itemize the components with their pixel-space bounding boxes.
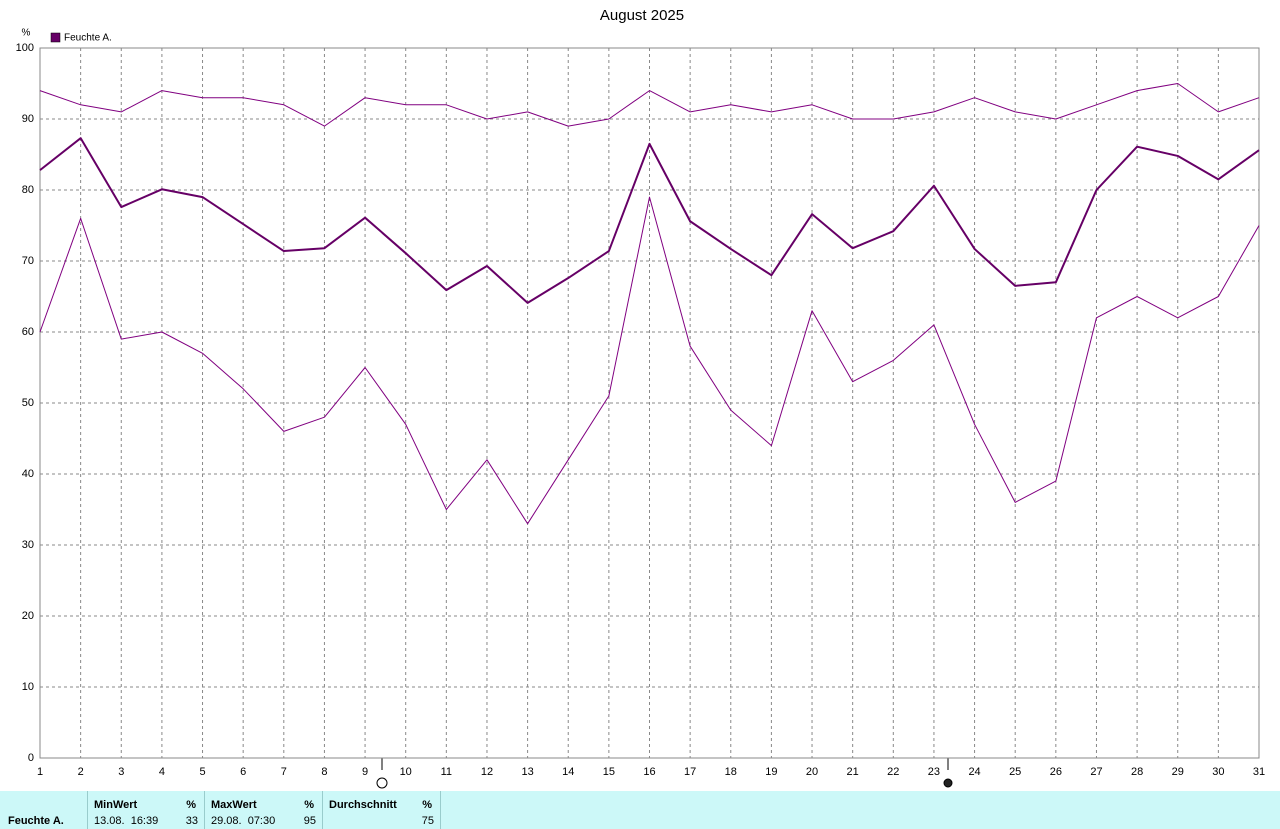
data-line bbox=[39, 83, 1260, 127]
x-tick-label: 31 bbox=[1253, 766, 1265, 778]
x-tick-label: 7 bbox=[281, 766, 287, 778]
x-tick-label: 13 bbox=[521, 766, 533, 778]
legend-swatch bbox=[50, 32, 61, 43]
col-value: 75 bbox=[421, 815, 434, 827]
x-tick-label: 23 bbox=[928, 766, 940, 778]
y-tick-label: 40 bbox=[22, 468, 34, 480]
y-tick-label: 90 bbox=[22, 113, 34, 125]
avg-cell: Durchschnitt % 75 bbox=[323, 791, 441, 829]
x-tick-label: 5 bbox=[199, 766, 205, 778]
x-tick-label: 12 bbox=[481, 766, 493, 778]
y-tick-label: 0 bbox=[28, 752, 34, 764]
y-tick-label: 70 bbox=[22, 255, 34, 267]
chart: August 2025 % Feuchte A. 0 10 20 30 40 50 60 70… bbox=[16, 7, 1265, 789]
x-tick-label: 4 bbox=[159, 766, 165, 778]
x-tick-label: 25 bbox=[1009, 766, 1021, 778]
col-time: 13.08. 16:39 bbox=[94, 815, 159, 827]
x-tick-label: 2 bbox=[78, 766, 84, 778]
x-tick-label: 3 bbox=[118, 766, 124, 778]
full-moon-icon bbox=[376, 777, 388, 789]
y-tick-label: 50 bbox=[22, 397, 34, 409]
data-line bbox=[39, 196, 1260, 525]
data-line bbox=[39, 137, 1260, 304]
moon-markers bbox=[376, 758, 953, 789]
grid bbox=[39, 47, 1260, 759]
col-value: 33 bbox=[185, 815, 198, 827]
x-tick-label: 11 bbox=[441, 766, 452, 778]
legend-label: Feuchte A. bbox=[64, 33, 112, 44]
min-cell: MinWert % 13.08. 16:39 33 bbox=[88, 791, 205, 829]
max-cell: MaxWert % 29.08. 07:30 95 bbox=[205, 791, 323, 829]
x-tick-label: 15 bbox=[603, 766, 615, 778]
x-tick-label: 18 bbox=[725, 766, 737, 778]
x-tick-label: 20 bbox=[806, 766, 818, 778]
series-name: Feuchte A. bbox=[8, 815, 64, 827]
chart-title: August 2025 bbox=[600, 7, 684, 24]
x-tick-label: 9 bbox=[362, 766, 368, 778]
col-unit: % bbox=[422, 799, 432, 811]
col-unit: % bbox=[186, 799, 196, 811]
x-tick-label: 27 bbox=[1090, 766, 1102, 778]
x-tick-label: 30 bbox=[1212, 766, 1224, 778]
y-tick-label: 20 bbox=[22, 610, 34, 622]
x-tick-label: 16 bbox=[643, 766, 655, 778]
x-tick-label: 8 bbox=[321, 766, 327, 778]
x-tick-label: 21 bbox=[847, 766, 859, 778]
x-tick-label: 24 bbox=[968, 766, 980, 778]
x-tick-label: 22 bbox=[887, 766, 899, 778]
x-tick-label: 26 bbox=[1050, 766, 1062, 778]
col-unit: % bbox=[304, 799, 314, 811]
y-tick-label: 10 bbox=[22, 681, 34, 693]
y-tick-label: 100 bbox=[16, 42, 34, 54]
col-value: 95 bbox=[303, 815, 316, 827]
series-cell: Feuchte A. bbox=[0, 791, 88, 829]
col-label: Durchschnitt bbox=[329, 799, 397, 811]
col-label: MaxWert bbox=[211, 799, 257, 811]
stats-table: Feuchte A. MinWert % 13.08. 16:39 33 Max… bbox=[0, 791, 1280, 829]
y-axis-label: % bbox=[22, 28, 31, 39]
x-tick-label: 14 bbox=[562, 766, 574, 778]
x-tick-label: 28 bbox=[1131, 766, 1143, 778]
y-tick-label: 30 bbox=[22, 539, 34, 551]
plot-border bbox=[39, 47, 1260, 759]
x-tick-label: 10 bbox=[400, 766, 412, 778]
x-tick-label: 17 bbox=[684, 766, 696, 778]
y-tick-label: 80 bbox=[22, 184, 34, 196]
x-tick-label: 19 bbox=[765, 766, 777, 778]
x-tick-label: 1 bbox=[37, 766, 43, 778]
col-time: 29.08. 07:30 bbox=[211, 815, 276, 827]
x-tick-label: 6 bbox=[240, 766, 246, 778]
new-moon-icon bbox=[943, 778, 953, 788]
x-tick-label: 29 bbox=[1172, 766, 1184, 778]
col-label: MinWert bbox=[94, 799, 138, 811]
y-tick-label: 60 bbox=[22, 326, 34, 338]
